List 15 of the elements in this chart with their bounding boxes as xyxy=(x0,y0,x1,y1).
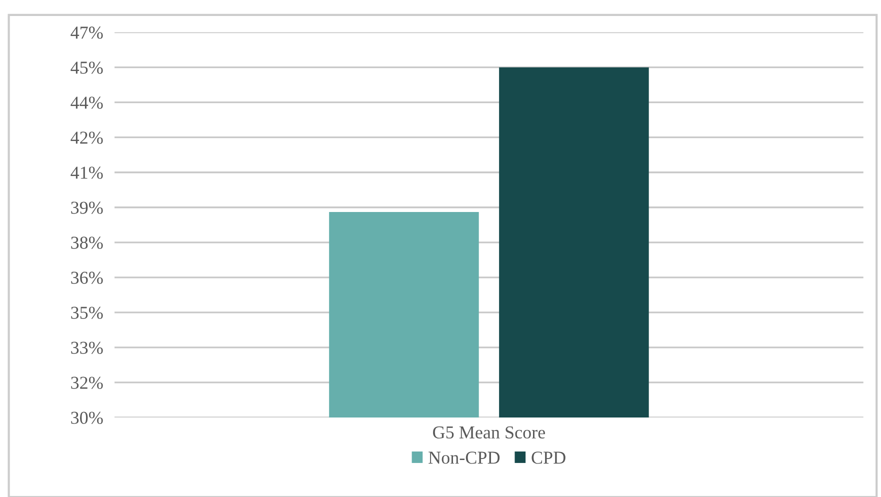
y-tick-label: 44% xyxy=(70,96,103,109)
y-tick-label: 33% xyxy=(71,342,103,354)
y-tick-label: 35% xyxy=(71,306,103,319)
y-tick-label: 47% xyxy=(70,26,103,39)
x-tick-label: G5 Mean Score xyxy=(433,426,545,439)
legend-label: CPD xyxy=(532,452,566,464)
legend-label: Non-CPD xyxy=(428,452,500,464)
y-tick-label: 32% xyxy=(71,376,103,389)
y-tick-label: 36% xyxy=(71,272,103,284)
y-tick-label: 42% xyxy=(70,132,103,144)
y-tick-label: 41% xyxy=(70,166,103,179)
y-tick-label: 45% xyxy=(70,62,103,74)
y-tick-label: 39% xyxy=(71,202,103,214)
y-tick-label: 30% xyxy=(71,412,103,424)
y-tick-label: 38% xyxy=(71,236,103,249)
